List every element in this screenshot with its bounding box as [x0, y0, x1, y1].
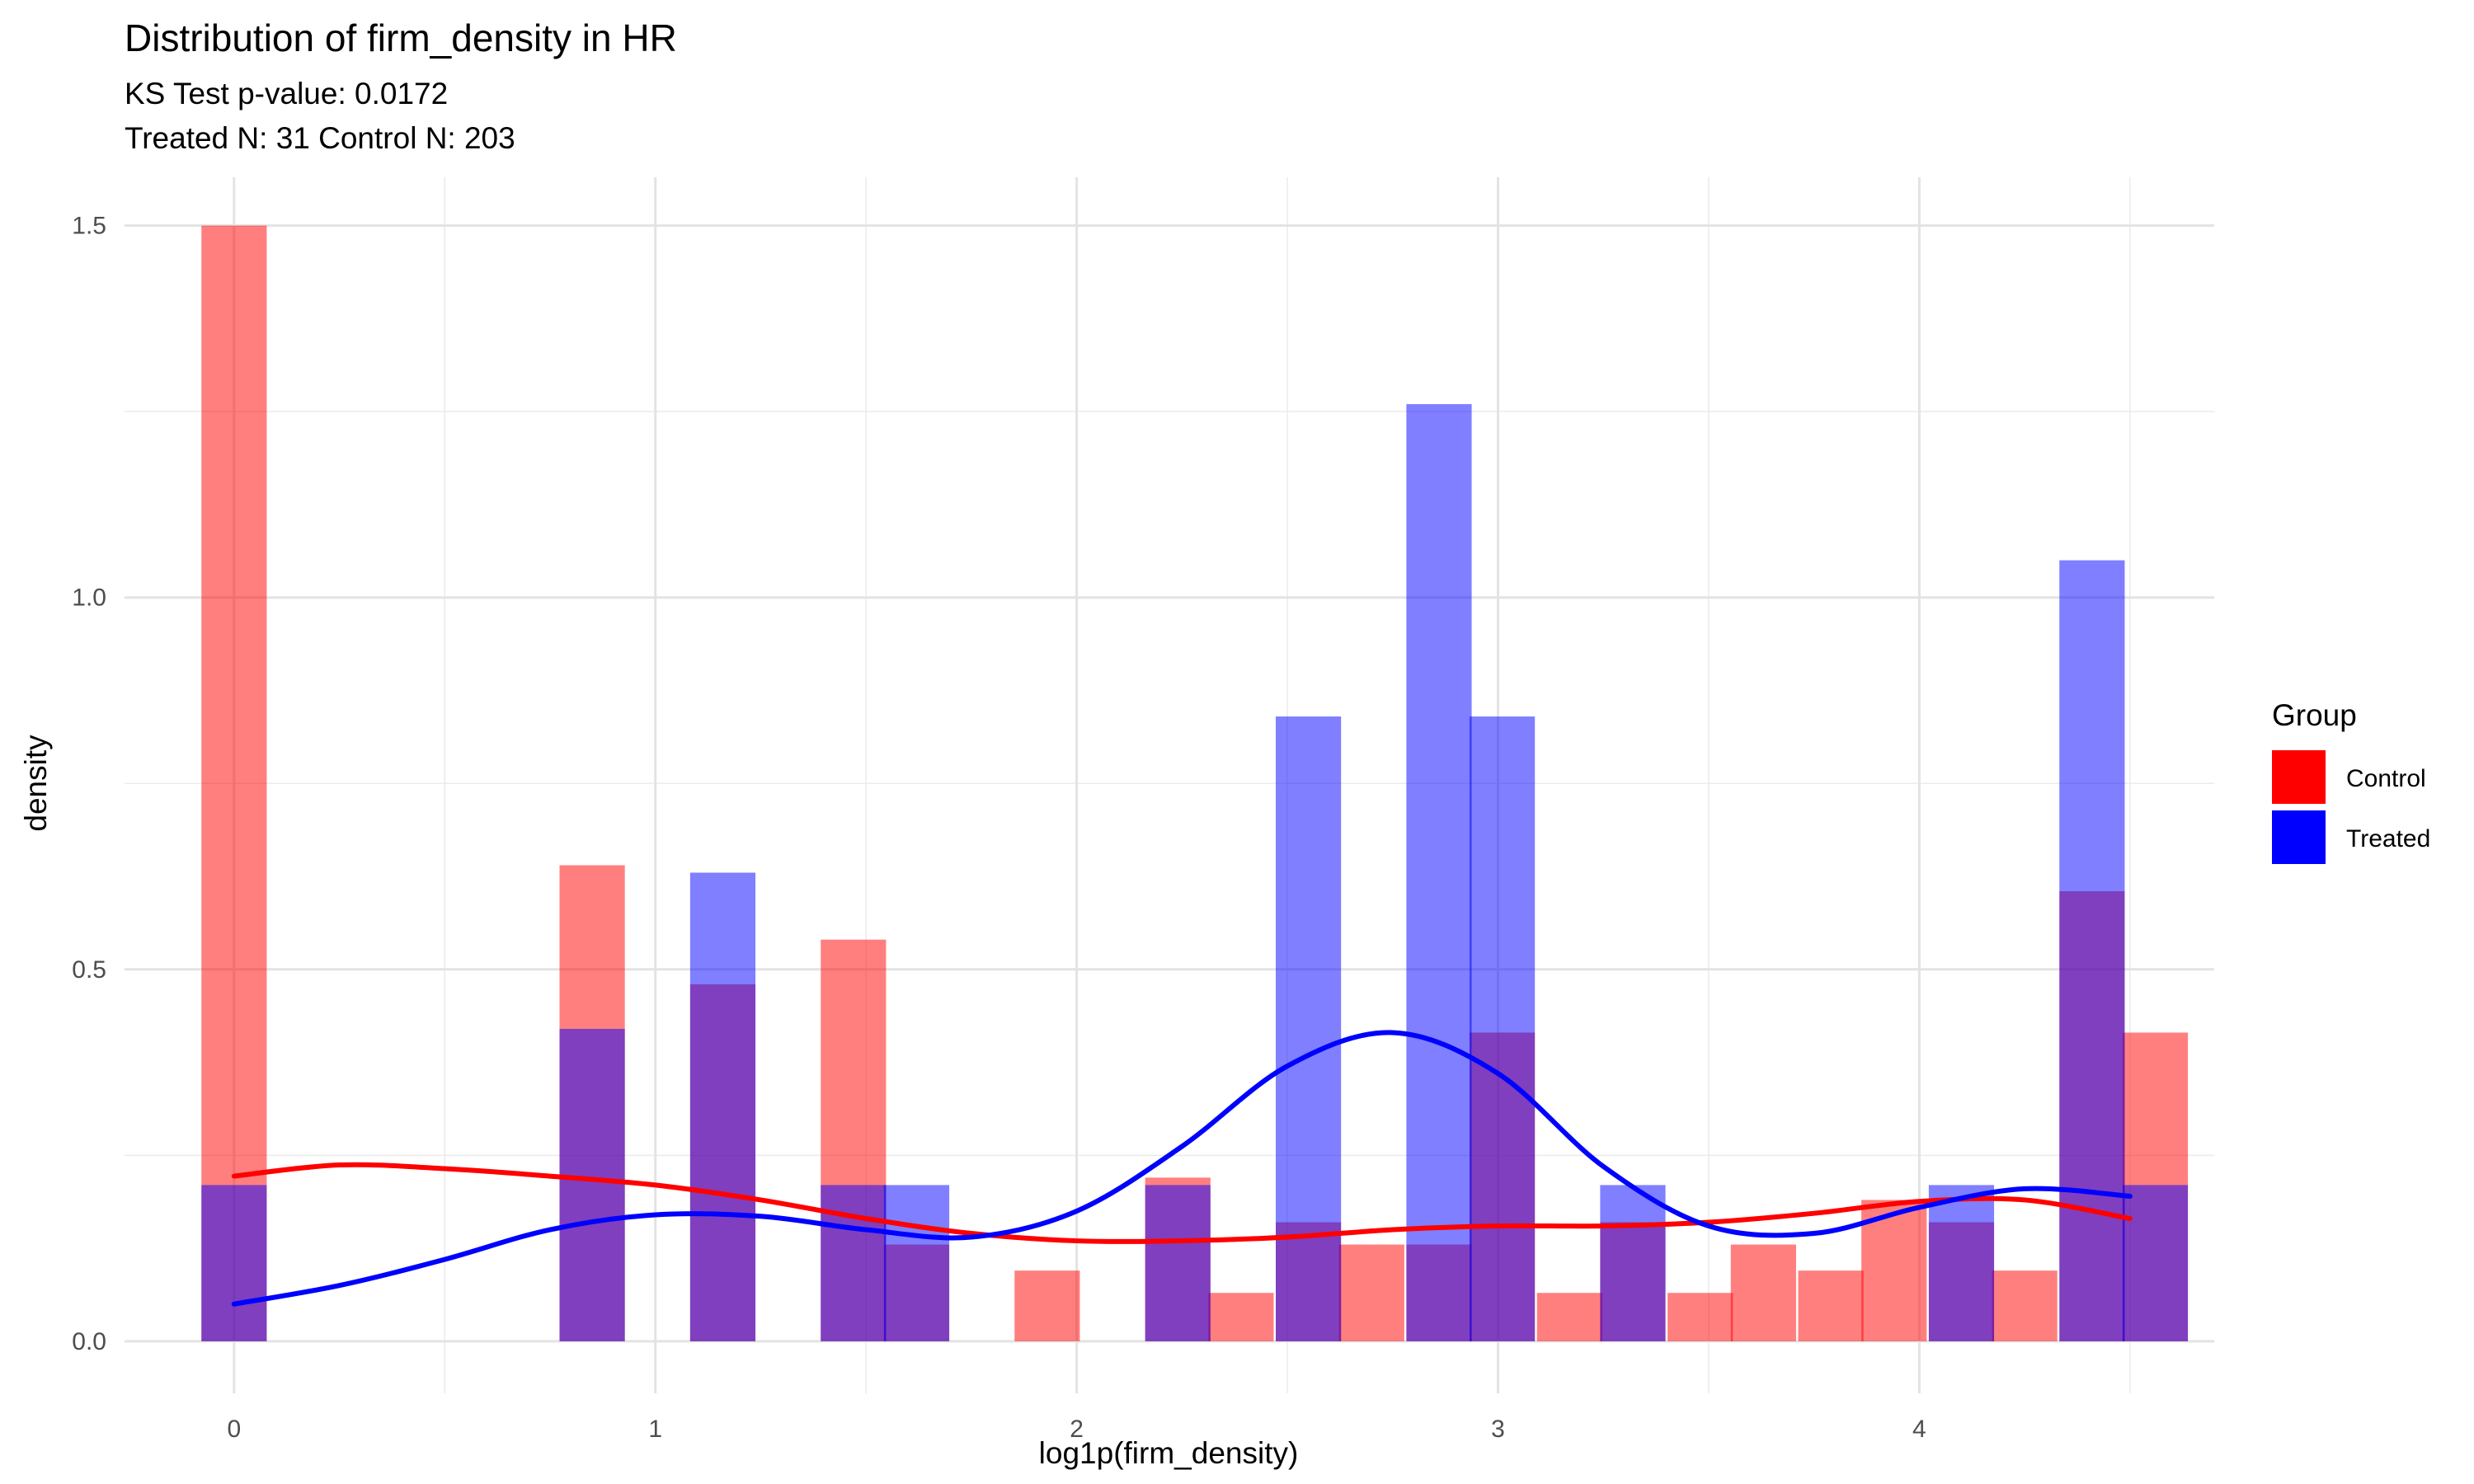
- bar-control: [1861, 1200, 1927, 1341]
- bar-treated: [883, 1185, 950, 1341]
- bar-treated: [2059, 560, 2125, 1341]
- bar-control: [1014, 1270, 1080, 1341]
- axis-tick-labels: 0 1 2 3 4 0.0 0.5 1.0 1.5: [72, 213, 1926, 1443]
- chart-title: Distribution of firm_density in HR: [125, 16, 677, 59]
- bar-treated: [2122, 1185, 2189, 1341]
- bar-treated: [1406, 404, 1472, 1341]
- bar-control: [201, 225, 267, 1341]
- bar-treated: [1928, 1185, 1995, 1341]
- bar-control: [1338, 1244, 1404, 1341]
- y-tick-label: 0.0: [72, 1328, 106, 1355]
- bar-control: [1992, 1270, 2058, 1341]
- bar-control: [1536, 1293, 1602, 1341]
- y-tick-label: 0.5: [72, 956, 106, 984]
- bar-treated: [559, 1028, 625, 1341]
- bar-control: [1730, 1244, 1796, 1341]
- bar-treated: [1145, 1185, 1211, 1341]
- legend-title: Group: [2272, 698, 2357, 732]
- y-tick-label: 1.0: [72, 585, 106, 612]
- legend-swatch-control: [2272, 750, 2326, 804]
- bar-treated: [821, 1185, 887, 1341]
- x-tick-label: 1: [648, 1416, 662, 1443]
- density-curves: [231, 1030, 2133, 1307]
- density-curve-treated: [231, 1030, 2133, 1307]
- bar-control: [1798, 1270, 1864, 1341]
- chart-subtitle-line-2: Treated N: 31 Control N: 203: [125, 121, 515, 155]
- x-axis-label: log1p(firm_density): [1039, 1436, 1299, 1470]
- legend-label-treated: Treated: [2346, 825, 2430, 852]
- bar-control: [1208, 1293, 1274, 1341]
- legend-swatch-treated: [2272, 810, 2326, 864]
- legend-label-control: Control: [2346, 765, 2426, 792]
- bar-treated: [1275, 716, 1342, 1341]
- bar-treated: [1470, 716, 1536, 1341]
- y-tick-label: 1.5: [72, 213, 106, 240]
- histogram-bars: [201, 225, 2189, 1341]
- bar-treated: [201, 1185, 267, 1341]
- density-curve-control: [231, 1162, 2133, 1244]
- x-tick-label: 3: [1491, 1416, 1505, 1443]
- chart-subtitle-line-1: KS Test p-value: 0.0172: [125, 77, 448, 110]
- bar-control: [1667, 1293, 1733, 1341]
- x-tick-label: 2: [1070, 1416, 1084, 1443]
- legend: Group Control Treated: [2272, 698, 2430, 864]
- bar-treated: [1600, 1185, 1666, 1341]
- bar-treated: [689, 872, 756, 1341]
- x-tick-label: 0: [227, 1416, 241, 1443]
- y-axis-label: density: [19, 735, 53, 832]
- x-tick-label: 4: [1912, 1416, 1926, 1443]
